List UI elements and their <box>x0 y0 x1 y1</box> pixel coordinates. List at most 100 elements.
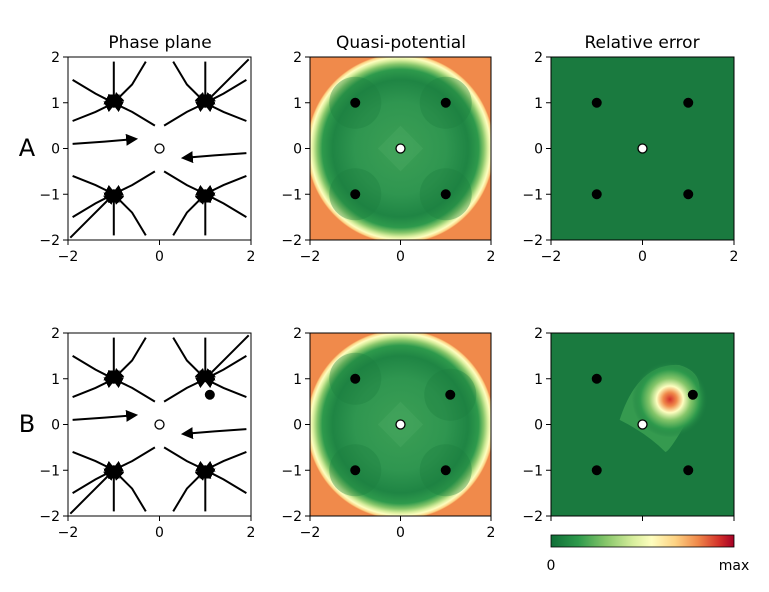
y-tick-label: 1 <box>51 372 60 388</box>
saddle-point-0 <box>154 419 165 430</box>
y-tick-label: −1 <box>522 187 543 203</box>
x-tick-label: −2 <box>58 249 79 265</box>
y-tick-label: 1 <box>51 96 60 112</box>
streamline-23 <box>203 58 250 105</box>
panel-B-relative-error: 2 1 0 −1 −2 <box>522 326 735 525</box>
y-tick-label: −1 <box>522 463 543 479</box>
stable-point-2 <box>591 189 602 200</box>
streamline-14 <box>110 446 156 472</box>
colorbar: 0 max <box>547 534 750 574</box>
error-peak <box>631 361 708 438</box>
streamline-18 <box>172 468 208 512</box>
x-tick-label: 0 <box>396 249 405 265</box>
colorbar-max-label: max <box>719 558 750 574</box>
streamline-13 <box>111 468 147 512</box>
streamline-15 <box>202 468 247 494</box>
y-tick-label: 1 <box>534 96 543 112</box>
stable-point-0 <box>108 373 119 384</box>
title-phase-plane: Phase plane <box>108 33 211 53</box>
streamline-22 <box>69 192 116 239</box>
title-quasi-potential: Quasi-potential <box>336 33 466 53</box>
y-tick-label: −1 <box>281 463 302 479</box>
streamline-7 <box>202 101 247 122</box>
y-tick-label: −2 <box>281 509 302 525</box>
streamline-20 <box>72 133 139 146</box>
panel-B-quasi-potential: −2 0 2 2 1 0 −1 −2 <box>281 326 495 541</box>
stable-point-0 <box>591 373 602 384</box>
y-tick-label: 2 <box>293 50 302 66</box>
panel-A-phase-plane: −2 0 2 2 1 0 −1 −2 <box>39 50 255 265</box>
y-tick-label: −2 <box>39 233 60 249</box>
streamline-17 <box>202 174 247 196</box>
stable-point-1 <box>200 97 211 108</box>
y-tick-label: −2 <box>522 509 543 525</box>
streamline-12 <box>72 174 117 196</box>
saddle-point-0 <box>637 143 648 154</box>
stable-point-1 <box>687 389 698 400</box>
streamline-18 <box>172 192 208 236</box>
y-tick-label: −1 <box>281 187 302 203</box>
streamline-14 <box>110 170 156 196</box>
row-label-b: B <box>19 410 35 438</box>
y-tick-label: −1 <box>39 463 60 479</box>
streamline-3 <box>111 337 147 381</box>
streamline-17 <box>202 450 247 472</box>
x-tick-label: 2 <box>487 249 496 265</box>
streamline-9 <box>163 377 209 403</box>
x-tick-label: 2 <box>247 249 256 265</box>
y-tick-label: 2 <box>534 326 543 342</box>
streamline-20 <box>72 409 139 422</box>
panel-A-relative-error: −2 0 2 2 1 0 −1 −2 <box>522 50 738 265</box>
y-tick-label: −2 <box>522 233 543 249</box>
streamline-9 <box>163 101 209 127</box>
x-tick-label: 0 <box>155 525 164 541</box>
stable-point-0 <box>350 97 361 108</box>
saddle-point-0 <box>154 143 165 154</box>
streamline-0 <box>72 79 117 105</box>
y-tick-label: −2 <box>39 509 60 525</box>
colorbar-gradient <box>550 534 735 548</box>
streamline-15 <box>202 192 247 218</box>
y-tick-label: 0 <box>51 142 60 158</box>
streamline-8 <box>172 61 208 105</box>
x-tick-label: 0 <box>396 525 405 541</box>
streamline-21 <box>180 427 247 440</box>
row-label-a: A <box>19 134 36 162</box>
streamline-3 <box>111 61 147 105</box>
streamline-12 <box>72 450 117 472</box>
x-tick-label: 2 <box>247 525 256 541</box>
saddle-point-0 <box>395 143 406 154</box>
x-tick-label: −2 <box>541 249 562 265</box>
streamline-22 <box>69 468 116 515</box>
stable-point-2 <box>108 465 119 476</box>
streamline-23 <box>203 334 250 381</box>
stable-point-0 <box>108 97 119 108</box>
stable-point-3 <box>440 189 451 200</box>
panel-B-phase-plane: −2 0 2 2 1 0 −1 −2 <box>39 326 255 541</box>
stable-point-1 <box>445 389 456 400</box>
y-tick-label: 2 <box>534 50 543 66</box>
saddle-point-0 <box>395 419 406 430</box>
y-tick-label: 2 <box>293 326 302 342</box>
x-tick-label: −2 <box>300 525 321 541</box>
y-tick-label: 0 <box>51 418 60 434</box>
stable-point-2 <box>108 189 119 200</box>
y-tick-label: 0 <box>534 418 543 434</box>
y-tick-label: −2 <box>281 233 302 249</box>
x-tick-label: −2 <box>300 249 321 265</box>
streamline-8 <box>172 337 208 381</box>
y-tick-label: 0 <box>293 142 302 158</box>
saddle-point-0 <box>637 419 648 430</box>
streamline-7 <box>202 377 247 399</box>
stable-point-1 <box>683 97 694 108</box>
stable-point-2 <box>350 189 361 200</box>
title-relative-error: Relative error <box>584 33 699 53</box>
streamline-19 <box>163 446 209 472</box>
y-tick-label: 0 <box>293 418 302 434</box>
streamline-21 <box>180 151 247 164</box>
y-tick-label: 2 <box>51 50 60 66</box>
y-tick-label: 0 <box>534 142 543 158</box>
y-tick-label: 1 <box>293 96 302 112</box>
streamline-2 <box>72 101 117 122</box>
